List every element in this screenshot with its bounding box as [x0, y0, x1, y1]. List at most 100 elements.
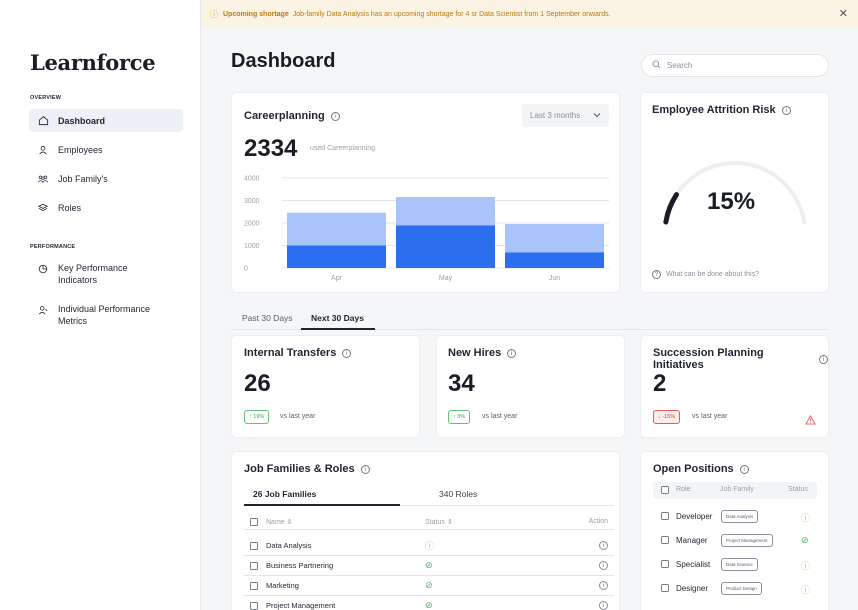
attrition-title: Employee Attrition Risk	[652, 104, 776, 116]
card-title: Succession Planning Initiatives i	[653, 347, 828, 371]
info-icon[interactable]: i	[342, 348, 352, 358]
active-tab-indicator	[244, 504, 400, 506]
search-placeholder: Search	[667, 61, 693, 70]
metric-title: New Hires	[448, 347, 502, 359]
column-name-label: Name	[266, 519, 285, 526]
range-value: Last 3 months	[530, 111, 581, 120]
check-status-icon: ⊘	[425, 600, 433, 610]
performance-section-label: PERFORMANCE	[30, 244, 76, 250]
sidebar-item-roles[interactable]: Roles	[29, 196, 183, 219]
info-action-icon[interactable]: i	[599, 541, 608, 550]
select-all-checkbox[interactable]	[250, 518, 258, 526]
info-action-icon[interactable]: i	[599, 601, 608, 610]
row-checkbox[interactable]	[661, 560, 669, 568]
chart-pie-icon	[29, 262, 51, 274]
position-row[interactable]: Developer Data Analysis ⓘ	[653, 510, 817, 536]
job-families-card: Job Families & Roles i 26 Job Families 3…	[231, 451, 620, 610]
x-tick-label: Apr	[331, 275, 343, 282]
search-icon	[652, 60, 661, 71]
info-action-icon[interactable]: i	[599, 581, 608, 590]
row-checkbox[interactable]	[661, 584, 669, 592]
position-row[interactable]: Specialist Data Science ⓘ	[653, 558, 817, 584]
row-checkbox[interactable]	[250, 541, 258, 550]
row-name: Business Partnering	[266, 561, 334, 570]
column-status[interactable]: Status ⇕	[425, 518, 453, 526]
column-role: Role	[676, 486, 691, 493]
position-role: Specialist	[676, 560, 711, 569]
column-action: Action	[588, 518, 608, 525]
open-positions-title: Open Positions	[653, 463, 734, 475]
sidebar-item-dashboard[interactable]: Dashboard	[29, 109, 183, 132]
metric-card-internal-transfers: Internal Transfers i 26 ↑ 19% vs last ye…	[231, 335, 420, 438]
bar-segment	[396, 225, 495, 268]
select-all-checkbox[interactable]	[661, 486, 669, 494]
tab-next-30-days[interactable]: Next 30 Days	[311, 313, 364, 323]
job-families-tabs: 26 Job Families 340 Roles	[244, 482, 614, 506]
tab-past-30-days[interactable]: Past 30 Days	[242, 313, 293, 323]
careerplanning-title: Careerplanning	[244, 110, 325, 122]
metric-value: 26	[244, 370, 271, 397]
positions-table-header: Role Job Family Status	[653, 482, 817, 499]
chevron-down-icon	[593, 111, 601, 120]
sidebar-item-individual-metrics[interactable]: Individual Performance Metrics	[29, 303, 183, 331]
metric-title: Succession Planning Initiatives	[653, 347, 764, 371]
row-checkbox[interactable]	[250, 601, 258, 610]
info-icon[interactable]: i	[360, 464, 370, 474]
alert-triangle-icon	[805, 412, 816, 430]
search-input[interactable]: Search	[641, 54, 829, 77]
sort-icon: ⇕	[446, 519, 453, 526]
y-tick-label: 1000	[244, 243, 260, 250]
info-icon[interactable]: i	[819, 354, 828, 364]
change-caption: vs last year	[692, 413, 728, 420]
attrition-help-link[interactable]: ? What can be done about this?	[652, 270, 759, 279]
active-tab-indicator	[301, 328, 375, 330]
table-row[interactable]: Project Management ⊘ i	[244, 596, 614, 610]
info-icon[interactable]: i	[739, 464, 749, 474]
careerplanning-total: 2334	[244, 135, 298, 162]
row-name: Marketing	[266, 581, 299, 590]
sidebar-item-label: Roles	[58, 202, 82, 213]
metric-title: Internal Transfers	[244, 347, 337, 359]
row-name: Data Analysis	[266, 541, 312, 550]
tab-job-families[interactable]: 26 Job Families	[253, 489, 317, 499]
info-icon[interactable]: i	[507, 348, 517, 358]
column-status-label: Status	[425, 519, 445, 526]
column-name[interactable]: Name ⇕	[266, 518, 293, 526]
user-metrics-icon	[29, 303, 51, 315]
card-title: Careerplanning i	[244, 110, 340, 122]
position-row[interactable]: Manager Project Management ⊘	[653, 534, 817, 560]
card-title: Open Positions i	[653, 463, 749, 475]
row-checkbox[interactable]	[250, 581, 258, 590]
info-icon[interactable]: i	[781, 105, 791, 115]
attrition-gauge	[663, 161, 807, 225]
info-action-icon[interactable]: i	[599, 561, 608, 570]
table-row[interactable]: Business Partnering ⊘ i	[244, 556, 614, 576]
row-checkbox[interactable]	[661, 536, 669, 544]
warning-status-icon: ⓘ	[801, 513, 811, 523]
sidebar-item-label: Employees	[58, 144, 103, 155]
table-row[interactable]: Marketing ⊘ i	[244, 576, 614, 596]
sidebar-item-kpi[interactable]: Key Performance Indicators	[29, 262, 183, 290]
shortage-banner: ⓘ Upcoming shortage Job-family Data Anal…	[201, 0, 858, 28]
info-icon[interactable]: i	[330, 111, 340, 121]
family-tag: Data Analysis	[721, 510, 759, 523]
close-icon[interactable]: ✕	[838, 8, 848, 20]
range-dropdown[interactable]: Last 3 months	[522, 104, 609, 127]
bar-segment	[505, 224, 604, 253]
page-title: Dashboard	[231, 50, 336, 72]
bar-segment	[287, 212, 386, 246]
sidebar-item-job-families[interactable]: Job Family's	[29, 167, 183, 190]
group-icon	[29, 174, 51, 184]
warning-status-icon: ⓘ	[425, 541, 435, 551]
position-row[interactable]: Designer Product Design ⓘ	[653, 582, 817, 608]
warning-status-icon: ⓘ	[801, 561, 811, 571]
sidebar-item-employees[interactable]: Employees	[29, 138, 183, 161]
check-status-icon: ⊘	[425, 560, 433, 570]
careerplanning-caption: used Careerplanning	[310, 145, 375, 152]
table-row[interactable]: Data Analysis ⓘ i	[244, 536, 614, 556]
x-tick-label: Jun	[549, 275, 560, 282]
row-checkbox[interactable]	[250, 561, 258, 570]
row-checkbox[interactable]	[661, 512, 669, 520]
sidebar-item-label: Dashboard	[58, 115, 106, 126]
tab-roles[interactable]: 340 Roles	[439, 489, 478, 499]
